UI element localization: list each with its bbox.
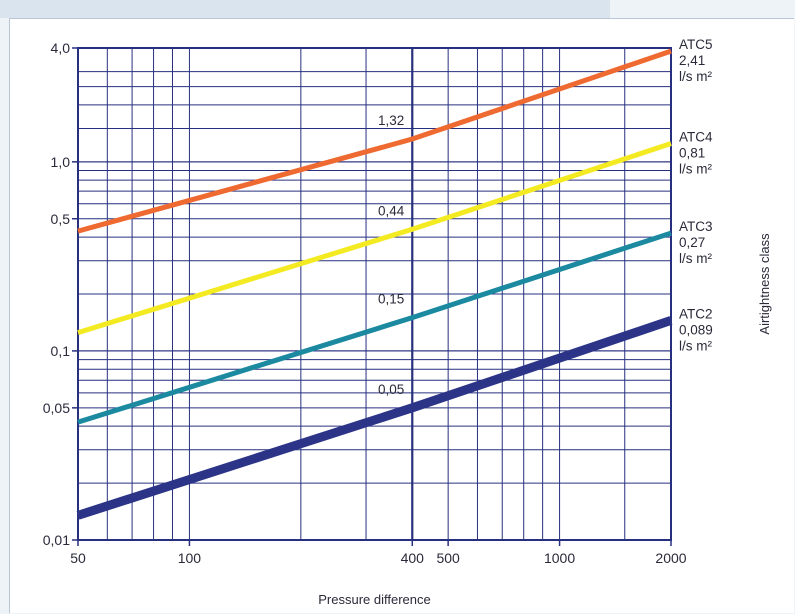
y-tick-label: 0,1 xyxy=(51,343,71,359)
class-unit-atc2: l/s m² xyxy=(679,338,712,353)
data-label-atc3: 0,15 xyxy=(378,292,404,307)
class-value-atc5: 2,41 xyxy=(679,53,705,68)
plot-border xyxy=(77,47,672,541)
chart-area: 0,01 0,05 0,1 0,5 1,0 4,0 50 100 400 500 1000 2000 1… xyxy=(9,18,794,613)
series-line-atc3 xyxy=(77,230,672,425)
series-line-atc4 xyxy=(77,141,672,335)
y-tick-label: 0,5 xyxy=(51,211,71,227)
class-name-atc2: ATC2 xyxy=(679,306,713,321)
x-tick-label: 50 xyxy=(70,550,86,566)
class-value-atc4: 0,81 xyxy=(679,146,705,161)
series-line-atc2 xyxy=(76,316,673,520)
header-band xyxy=(0,0,610,18)
y-tick-label: 0,05 xyxy=(43,400,70,416)
class-name-atc4: ATC4 xyxy=(679,130,713,145)
airtightness-chart: 0,01 0,05 0,1 0,5 1,0 4,0 50 100 400 500 1000 2000 1… xyxy=(43,37,772,607)
x-tick-label: 1000 xyxy=(544,550,575,566)
x-axis-title: Pressure difference xyxy=(318,592,431,607)
x-tick-label: 2000 xyxy=(655,550,686,566)
class-value-atc2: 0,089 xyxy=(679,322,713,337)
class-name-atc3: ATC3 xyxy=(679,219,713,234)
y-axis-title: Airtightness class xyxy=(757,233,772,335)
x-tick-label: 100 xyxy=(178,550,202,566)
y-tick-label: 1,0 xyxy=(51,154,71,170)
data-label-atc2: 0,05 xyxy=(378,382,404,397)
data-label-atc5: 1,32 xyxy=(378,113,404,128)
x-tick-label: 500 xyxy=(436,550,460,566)
y-tick-label: 4,0 xyxy=(51,40,71,56)
data-label-atc4: 0,44 xyxy=(378,203,405,218)
series-line-atc5 xyxy=(77,48,672,234)
x-tick-label: 400 xyxy=(401,550,425,566)
class-unit-atc5: l/s m² xyxy=(679,69,712,84)
class-unit-atc4: l/s m² xyxy=(679,162,712,177)
class-value-atc3: 0,27 xyxy=(679,235,705,250)
class-unit-atc3: l/s m² xyxy=(679,251,712,266)
class-name-atc5: ATC5 xyxy=(679,37,713,52)
y-tick-label: 0,01 xyxy=(43,532,70,548)
